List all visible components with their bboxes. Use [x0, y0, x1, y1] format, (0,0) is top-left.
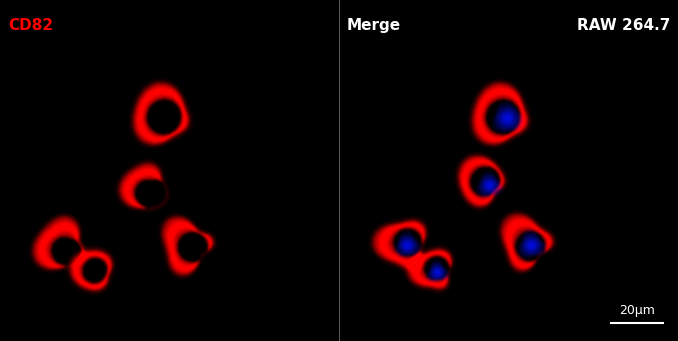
Text: RAW 264.7: RAW 264.7	[576, 18, 670, 33]
Text: CD82: CD82	[8, 18, 53, 33]
Text: Merge: Merge	[347, 18, 401, 33]
Text: 20μm: 20μm	[619, 304, 655, 317]
